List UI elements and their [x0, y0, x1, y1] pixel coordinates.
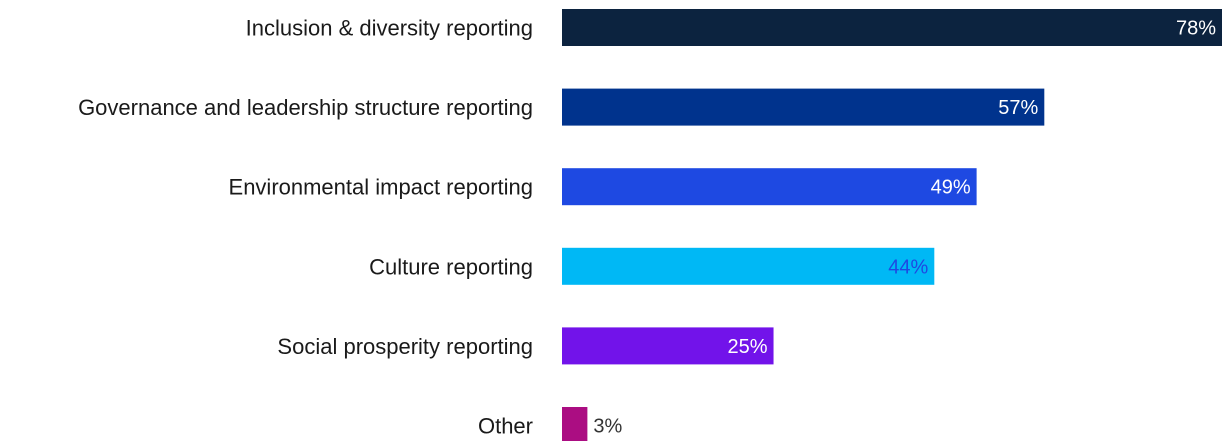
category-label-governance-and-leadership-structure-reporting: Governance and leadership structure repo… [78, 95, 533, 120]
bar-governance-and-leadership-structure-reporting [562, 88, 1045, 126]
value-label-inclusion-and-diversity-reporting: 78% [1176, 18, 1216, 40]
bar-social-prosperity-reporting [562, 327, 774, 365]
bar-inclusion-and-diversity-reporting [562, 9, 1222, 46]
category-label-environmental-impact-reporting: Environmental impact reporting [229, 175, 533, 200]
category-label-culture-reporting: Culture reporting [369, 254, 533, 279]
bar-culture-reporting [562, 247, 935, 285]
category-label-other: Other [478, 414, 533, 439]
bar-other [562, 407, 588, 441]
bars [562, 9, 1222, 441]
bar-environmental-impact-reporting [562, 168, 977, 206]
category-label-inclusion-and-diversity-reporting: Inclusion & diversity reporting [246, 16, 533, 41]
value-label-environmental-impact-reporting: 49% [931, 177, 971, 199]
value-label-culture-reporting: 44% [888, 256, 928, 278]
value-label-governance-and-leadership-structure-reporting: 57% [998, 97, 1038, 119]
value-label-social-prosperity-reporting: 25% [728, 336, 768, 358]
value-label-other: 3% [593, 416, 622, 438]
value-labels: 78% 57% 49% 44% 25% 3% [593, 18, 1216, 438]
category-label-social-prosperity-reporting: Social prosperity reporting [277, 334, 533, 359]
category-labels: Inclusion & diversity reporting Governanc… [78, 16, 533, 439]
